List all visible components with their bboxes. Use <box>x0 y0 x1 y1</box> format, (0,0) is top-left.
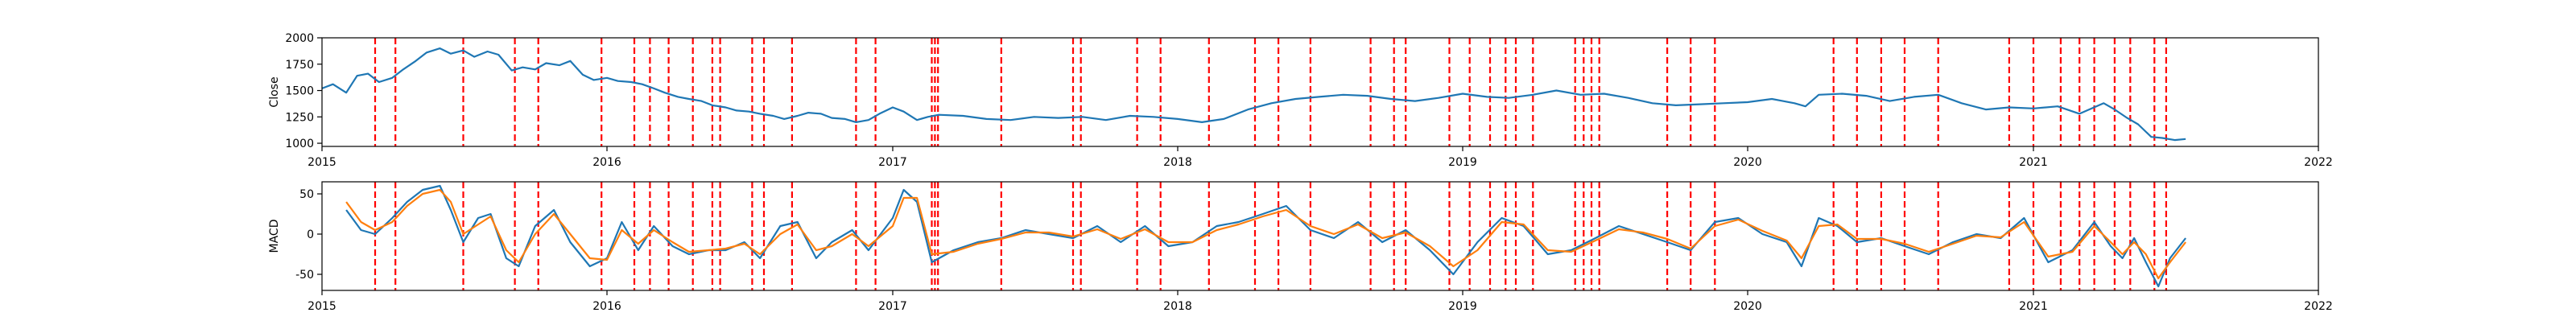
macd-chart: 2015 2016 2017 2018 2019 2020 2021 2022 -50 0 50 MA… <box>268 181 2333 313</box>
x-tick-label: 2022 <box>2304 156 2333 169</box>
y-tick-label: 1250 <box>285 111 314 124</box>
axes-frame <box>321 181 2319 291</box>
x-tick-label: 2016 <box>592 300 621 313</box>
y-tick-label: 1750 <box>285 59 314 72</box>
x-tick-label: 2017 <box>878 156 907 169</box>
x-tick-label: 2022 <box>2304 300 2333 313</box>
series-line-2 <box>345 188 2186 280</box>
x-tick-label: 2020 <box>1733 300 1762 313</box>
x-tick-label: 2021 <box>2019 300 2048 313</box>
axes-frame <box>321 37 2319 147</box>
x-tick-label: 2018 <box>1163 300 1192 313</box>
y-tick-label: -50 <box>295 269 314 282</box>
y-tick-label: 0 <box>307 228 314 241</box>
x-tick-label: 2017 <box>878 300 907 313</box>
x-tick-label: 2018 <box>1163 156 1192 169</box>
y-tick-label: 1000 <box>285 138 314 150</box>
x-tick-label: 2019 <box>1448 156 1477 169</box>
x-tick-label: 2019 <box>1448 300 1477 313</box>
x-tick-label: 2016 <box>592 156 621 169</box>
x-tick-label: 2015 <box>308 156 336 169</box>
y-axis-label: MACD <box>268 220 281 253</box>
y-tick-label: 50 <box>299 188 314 201</box>
x-tick-label: 2021 <box>2019 156 2048 169</box>
y-tick-label: 2000 <box>285 32 314 45</box>
x-tick-label: 2015 <box>308 300 336 313</box>
close-price-chart: 2015 2016 2017 2018 2019 2020 2021 2022 1000 1250… <box>268 32 2333 169</box>
y-tick-label: 1500 <box>285 85 314 98</box>
y-axis-label: Close <box>268 76 281 107</box>
x-tick-label: 2020 <box>1733 156 1762 169</box>
series-line-1 <box>321 47 2186 142</box>
series-line-1 <box>345 184 2186 288</box>
